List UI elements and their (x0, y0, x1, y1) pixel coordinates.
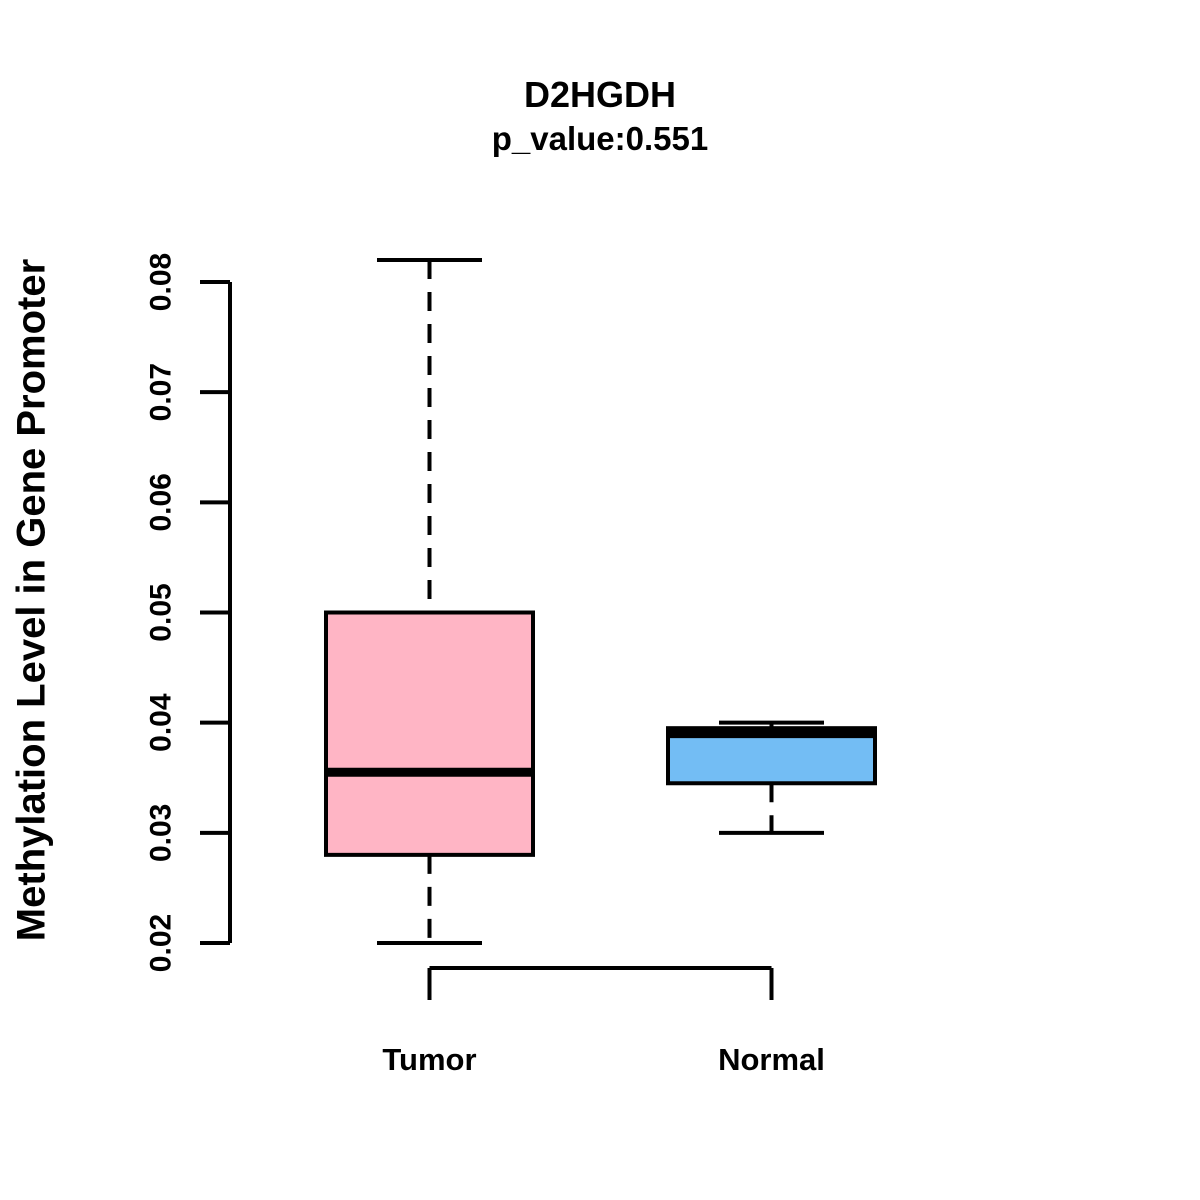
category-label-normal: Normal (718, 1042, 825, 1077)
chart-title: D2HGDH (523, 74, 676, 115)
chart-subtitle: p_value:0.551 (491, 120, 709, 157)
y-tick-label: 0.08 (145, 253, 178, 311)
box-tumor (324, 610, 535, 857)
y-tick-label: 0.03 (145, 804, 178, 862)
y-tick-label: 0.04 (145, 693, 178, 752)
y-tick-label: 0.02 (145, 914, 178, 972)
y-tick-label: 0.05 (145, 583, 178, 641)
y-tick-label: 0.06 (145, 473, 178, 531)
y-tick-label: 0.07 (145, 363, 178, 421)
category-label-tumor: Tumor (382, 1042, 476, 1077)
